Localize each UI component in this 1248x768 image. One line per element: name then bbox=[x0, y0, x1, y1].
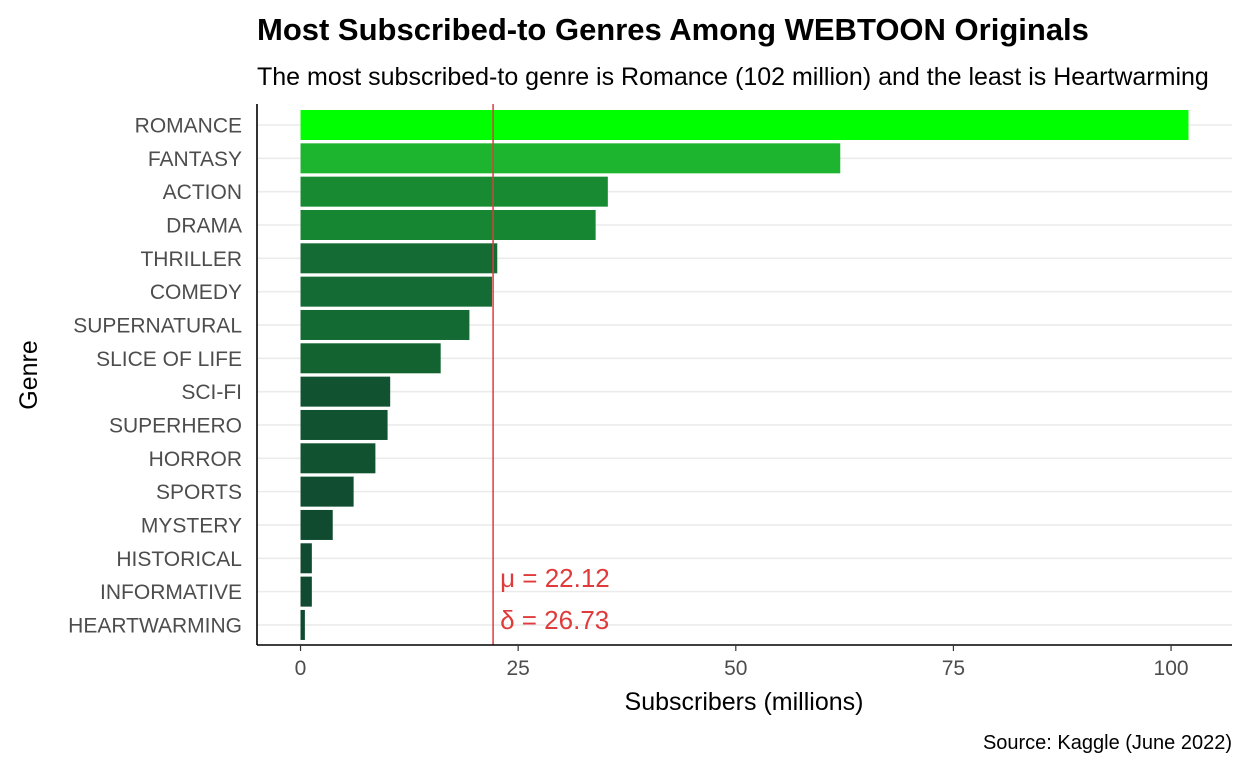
bar-historical bbox=[300, 543, 312, 574]
y-tick-label: SUPERNATURAL bbox=[73, 314, 242, 337]
y-tick-label: COMEDY bbox=[150, 281, 242, 304]
bar-romance bbox=[300, 110, 1189, 140]
y-tick-label: SCI-FI bbox=[181, 381, 242, 404]
y-tick-label: THRILLER bbox=[140, 248, 242, 271]
y-tick-label: SLICE OF LIFE bbox=[96, 348, 242, 371]
mean-label: μ = 22.12 bbox=[500, 563, 610, 593]
bar-mystery bbox=[300, 509, 333, 540]
y-tick-labels: ROMANCE FANTASY ACTION DRAMA THRILLER COMEDY S… bbox=[68, 115, 242, 638]
bar-sports bbox=[300, 476, 354, 507]
y-tick-label: HISTORICAL bbox=[116, 548, 242, 571]
bar-comedy bbox=[300, 276, 493, 307]
y-tick-label: HEARTWARMING bbox=[68, 614, 242, 637]
y-tick-label: ACTION bbox=[163, 181, 242, 204]
y-tick-label: ROMANCE bbox=[135, 115, 242, 138]
bars bbox=[300, 110, 1189, 640]
x-tick-label: 0 bbox=[295, 657, 307, 680]
y-tick-label: HORROR bbox=[149, 448, 242, 471]
y-tick-label: SPORTS bbox=[156, 481, 242, 504]
x-tick-label: 75 bbox=[942, 657, 965, 680]
bar-sci-fi bbox=[300, 376, 391, 407]
bar-informative bbox=[300, 576, 312, 607]
bar-drama bbox=[300, 209, 596, 240]
sd-label: δ = 26.73 bbox=[500, 605, 609, 635]
x-tick-label: 25 bbox=[506, 657, 529, 680]
bar-slice-of-life bbox=[300, 343, 441, 374]
bar-thriller bbox=[300, 243, 498, 274]
bar-fantasy bbox=[300, 143, 841, 174]
y-tick-label: DRAMA bbox=[166, 214, 242, 237]
bar-supernatural bbox=[300, 309, 470, 340]
y-tick-label: MYSTERY bbox=[141, 514, 242, 537]
y-tick-label: INFORMATIVE bbox=[100, 581, 242, 604]
bar-action bbox=[300, 176, 608, 207]
y-tick-label: SUPERHERO bbox=[109, 414, 242, 437]
y-tick-label: FANTASY bbox=[148, 148, 242, 171]
chart-title: Most Subscribed-to Genres Among WEBTOON … bbox=[257, 12, 1089, 47]
x-axis-title: Subscribers (millions) bbox=[625, 688, 864, 716]
x-tick-label: 50 bbox=[724, 657, 747, 680]
x-tick-label: 100 bbox=[1154, 657, 1189, 680]
mean-line-group: μ = 22.12 δ = 26.73 bbox=[492, 104, 610, 645]
chart-subtitle: The most subscribed-to genre is Romance … bbox=[257, 63, 1209, 91]
source-caption: Source: Kaggle (June 2022) bbox=[983, 732, 1232, 754]
bar-superhero bbox=[300, 409, 388, 440]
y-axis-title: Genre bbox=[15, 340, 43, 409]
x-tick-labels: 0 25 50 75 100 bbox=[295, 645, 1189, 680]
bar-horror bbox=[300, 443, 376, 474]
bar-heartwarming bbox=[300, 609, 305, 640]
